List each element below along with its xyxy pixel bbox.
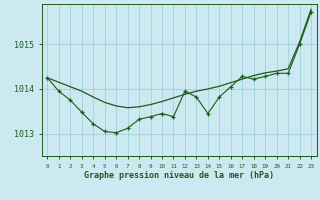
X-axis label: Graphe pression niveau de la mer (hPa): Graphe pression niveau de la mer (hPa) [84, 171, 274, 180]
